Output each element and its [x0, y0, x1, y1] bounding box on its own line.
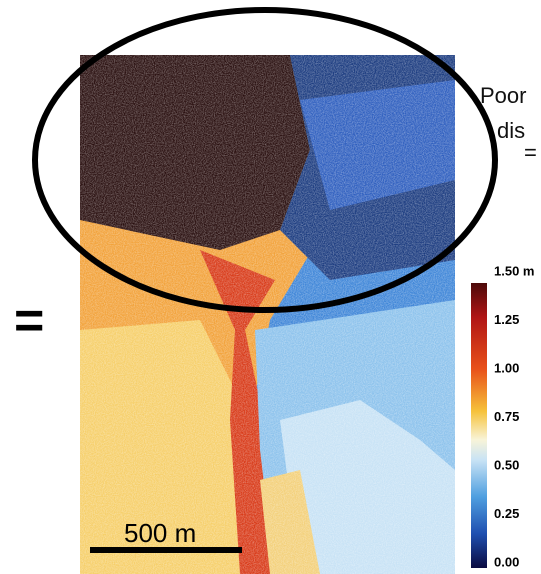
colorbar-tick-label: 0.00	[494, 554, 519, 569]
colorbar-tick-label: 1.00	[494, 360, 519, 375]
annotation-line: Poor	[480, 83, 526, 108]
displacement-map	[80, 55, 455, 574]
colorbar	[471, 283, 487, 568]
scale-bar-label: 500 m	[124, 518, 196, 548]
annotation-line: dis	[497, 118, 525, 143]
colorbar-tick-label: 1.50 m	[494, 263, 534, 278]
colorbar-ticks: 1.50 m 1.25 1.00 0.75 0.50 0.25 0.00	[494, 263, 534, 569]
figure: Poor dis = = 500 m 1.50 m 1.25 1.00 0.75 0.5…	[0, 0, 541, 574]
equals-sign: =	[14, 292, 44, 350]
colorbar-tick-label: 0.75	[494, 409, 519, 424]
annotation-line: =	[524, 140, 537, 165]
colorbar-tick-label: 1.25	[494, 312, 519, 327]
colorbar-tick-label: 0.50	[494, 457, 519, 472]
colorbar-tick-label: 0.25	[494, 506, 519, 521]
